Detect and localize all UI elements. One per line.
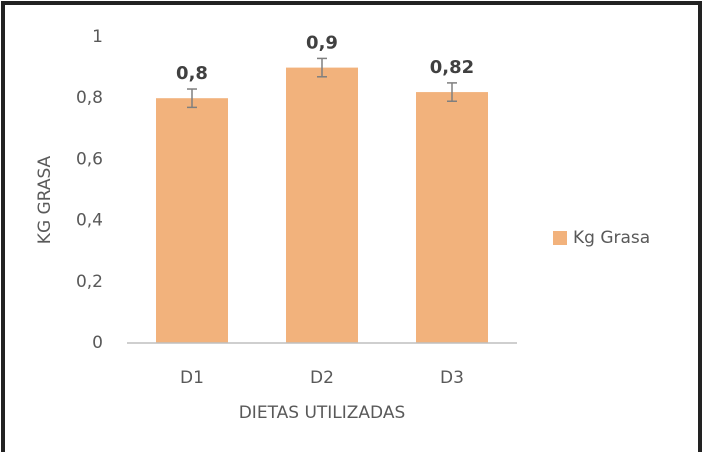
bar [156,98,228,343]
y-tick-label: 0 [92,333,103,353]
x-tick-label: D3 [440,368,464,388]
error-bar [317,57,327,78]
y-tick-label: 0,8 [76,88,103,108]
data-label: 0,8 [176,63,208,84]
legend-label: Kg Grasa [573,228,650,248]
x-axis-label: DIETAS UTILIZADAS [239,403,406,423]
bar [286,67,358,343]
x-tick-label: D2 [310,368,334,388]
y-tick-label: 0,2 [76,272,103,292]
data-label: 0,9 [306,32,338,53]
error-bar [447,82,457,103]
data-label: 0,82 [430,57,474,78]
bar [416,92,488,343]
error-bar [187,88,197,109]
x-tick-label: D1 [180,368,204,388]
y-tick-label: 1 [92,27,103,47]
y-tick-label: 0,4 [76,211,103,231]
y-axis-label: KG GRASA [35,155,55,244]
legend-swatch [553,231,567,245]
y-tick-label: 0,6 [76,149,103,169]
